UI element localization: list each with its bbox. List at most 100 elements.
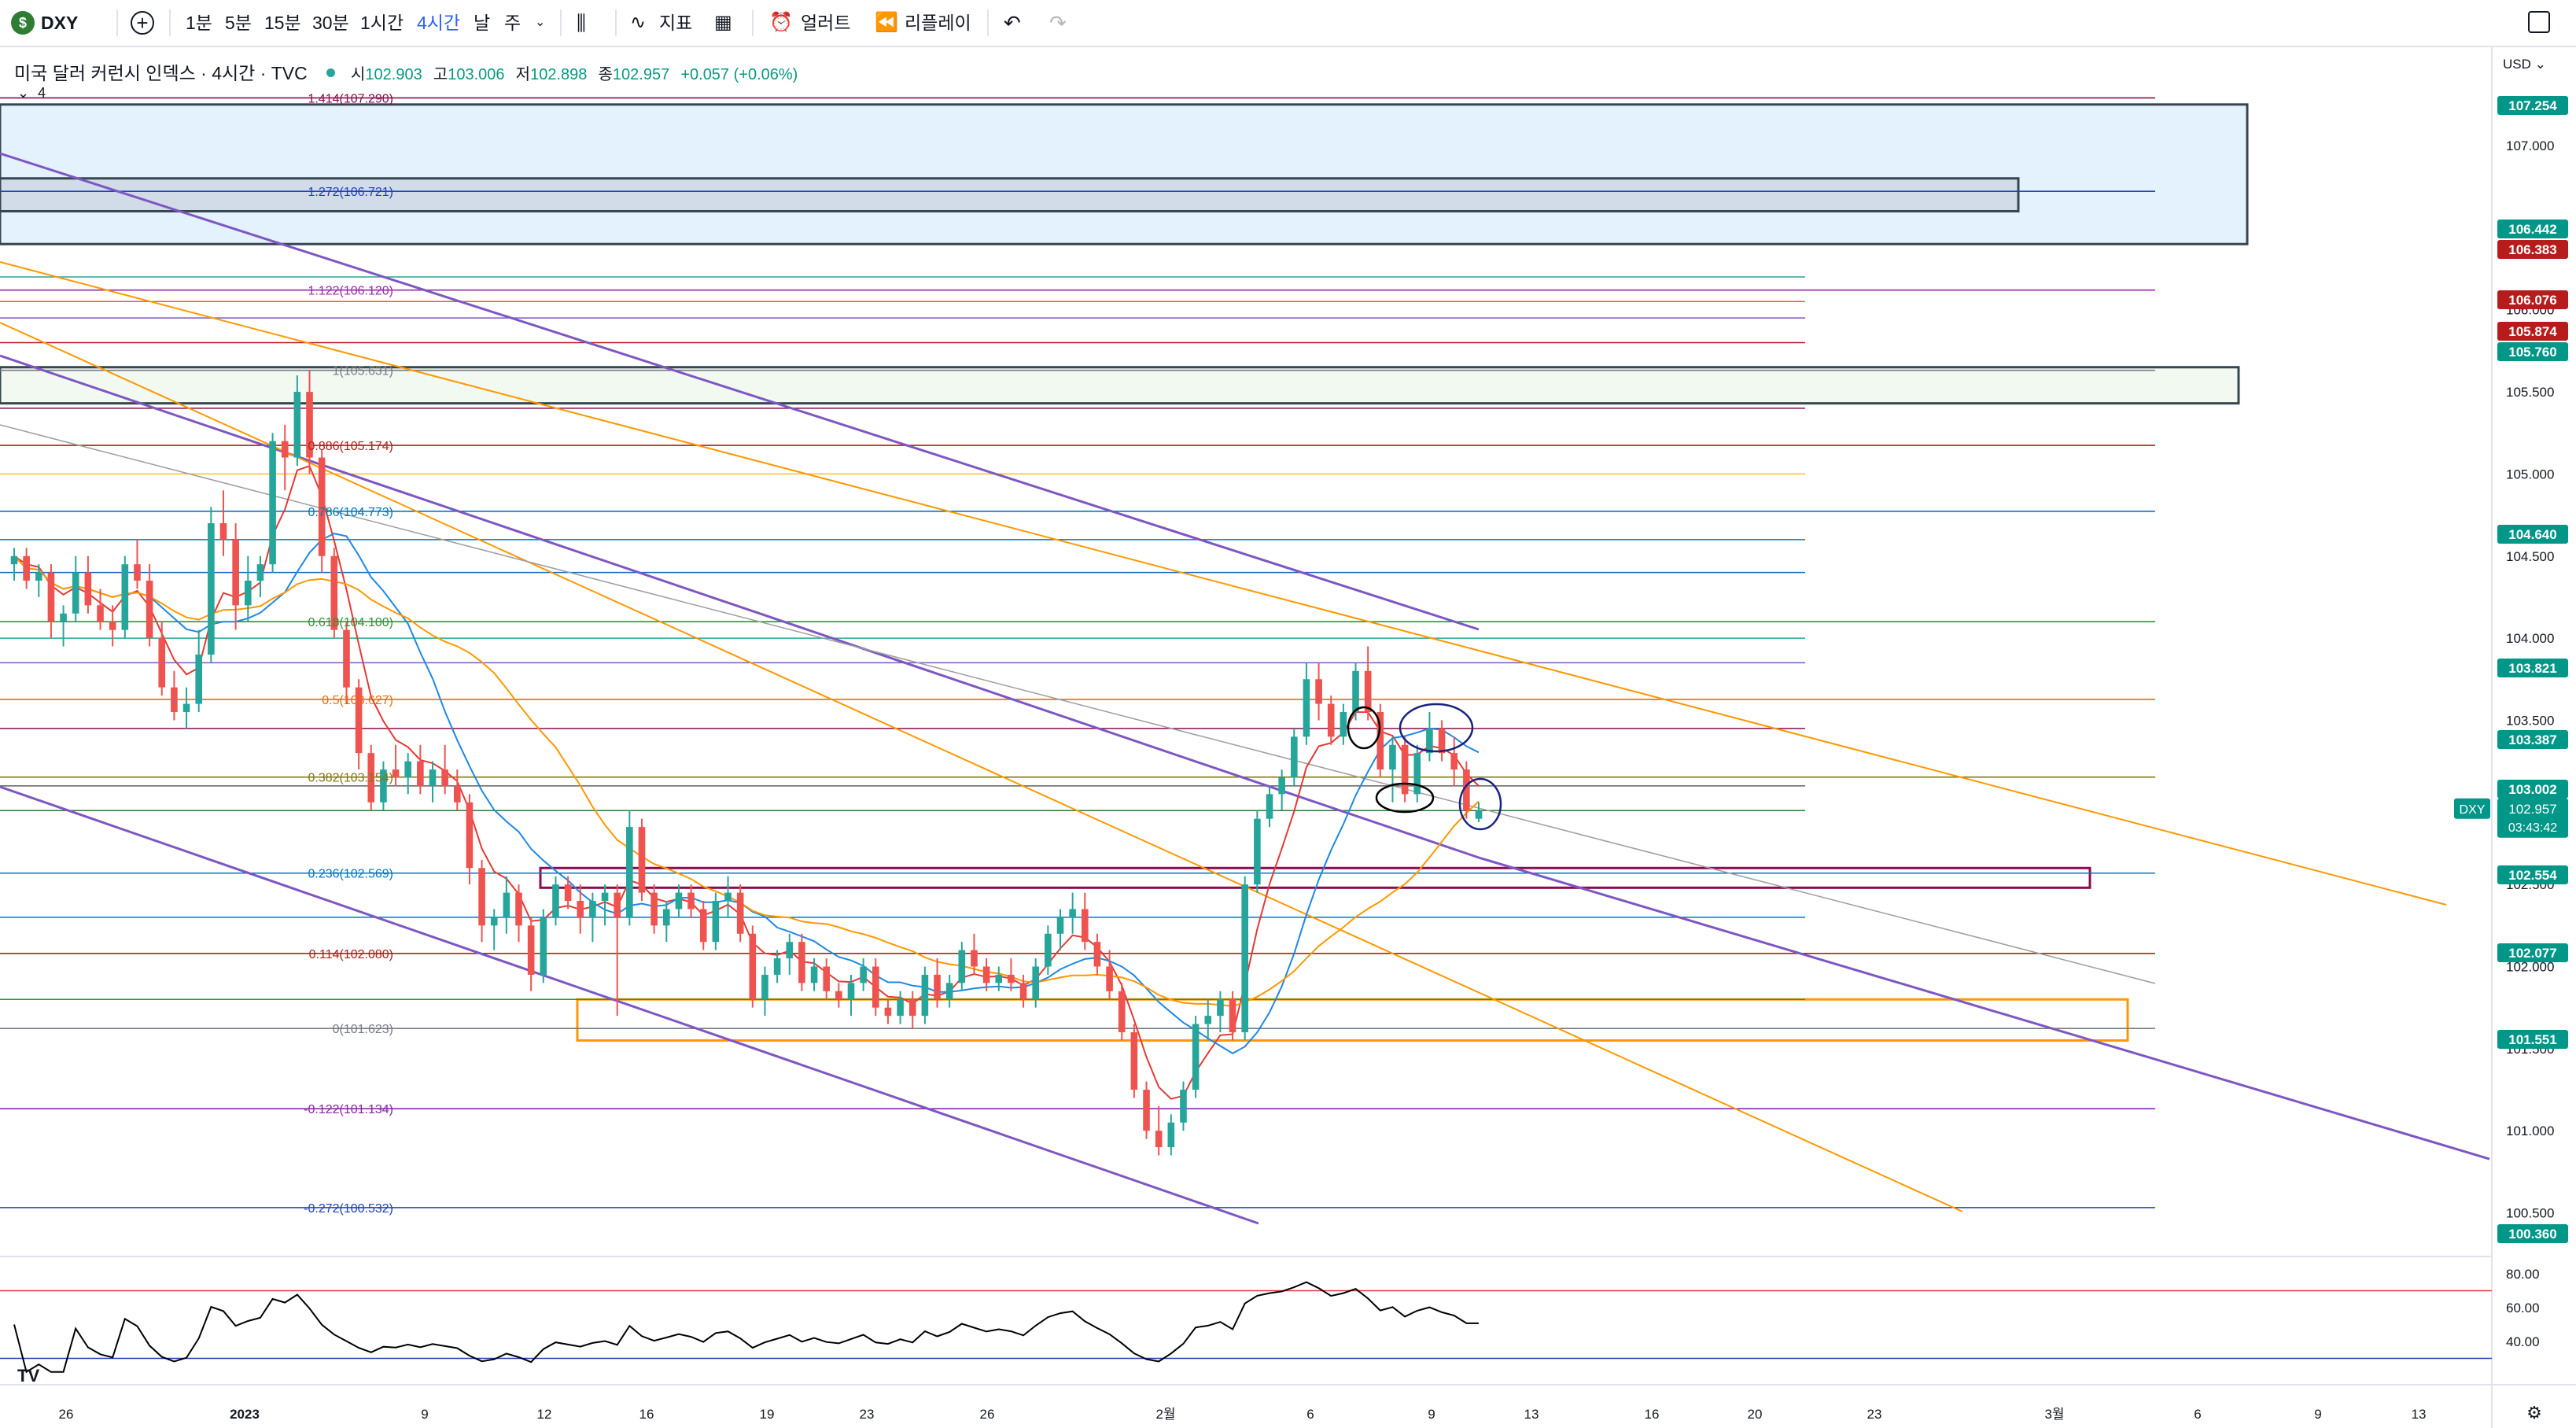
- candle-body: [429, 769, 437, 786]
- candle-body: [736, 892, 744, 934]
- settings-gear-icon: ⚙: [2526, 1404, 2542, 1423]
- price-badge: [2497, 1224, 2568, 1243]
- symbol-tag-label: DXY: [2460, 803, 2486, 817]
- legend-collapse[interactable]: ⌄ 4: [17, 85, 46, 101]
- candle-body: [343, 629, 350, 688]
- y-tick-label: 105.000: [2506, 467, 2554, 482]
- candle-body: [614, 892, 621, 917]
- y-tick-label: 101.000: [2506, 1124, 2554, 1138]
- candle-body: [540, 917, 547, 975]
- interval-15m[interactable]: 15분: [264, 13, 301, 33]
- candle-body: [1303, 679, 1310, 737]
- candle-body: [219, 523, 227, 540]
- candle-body: [712, 901, 720, 943]
- candle-body: [244, 581, 252, 606]
- symbol-name[interactable]: DXY: [41, 13, 79, 33]
- chart-canvas[interactable]: 1.414(107.290) 1.272(106.721) 1.122(106.12…: [0, 47, 2576, 1428]
- fib-label: 0(101.623): [333, 1023, 393, 1036]
- trendline: [1478, 856, 2490, 1160]
- x-tick-label: 20: [1748, 1407, 1763, 1422]
- indicators-button[interactable]: 지표: [659, 13, 693, 33]
- legend-change: +0.057 (+0.06%): [680, 66, 798, 83]
- legend-close: 102.957: [612, 66, 670, 83]
- alert-button[interactable]: 얼러트: [801, 13, 851, 33]
- replay-button[interactable]: 리플레이: [905, 13, 971, 33]
- x-tick-label: 16: [1645, 1407, 1660, 1422]
- rsi-tick-label: 60.00: [2506, 1301, 2540, 1315]
- alarm-icon[interactable]: ⏰: [769, 12, 793, 33]
- candle-body: [47, 572, 55, 622]
- candle-body: [182, 703, 190, 713]
- redo-icon[interactable]: ↷: [1049, 11, 1067, 35]
- y-tick-label: 103.500: [2506, 713, 2554, 728]
- candle-body: [72, 572, 79, 614]
- fullscreen-icon[interactable]: [2528, 11, 2550, 33]
- candle-body: [934, 974, 941, 1000]
- replay-icon[interactable]: ⏪: [875, 12, 898, 33]
- top-toolbar: $ DXY + 1분 5분 15분 30분 1시간 4시간 날 주 ⌄ ⫼ ∿ …: [0, 0, 2576, 47]
- maroon-box: [539, 866, 2091, 889]
- templates-icon[interactable]: ▦: [714, 12, 732, 33]
- candle-body: [687, 892, 695, 910]
- candle-body: [761, 974, 768, 1000]
- price-badge: [2497, 322, 2568, 341]
- indicators-icon[interactable]: ∿: [630, 12, 647, 33]
- annotation-marks: [1347, 703, 1502, 831]
- candle-body: [1081, 909, 1089, 943]
- indicator-count: 4: [38, 85, 46, 101]
- add-symbol-icon[interactable]: +: [131, 11, 154, 35]
- candle-body: [293, 392, 301, 458]
- price-axis: 107.000106.500106.000105.500105.000104.5…: [2454, 47, 2568, 1428]
- price-badge: [2497, 240, 2568, 259]
- candle-style-icon[interactable]: ⫼: [577, 11, 586, 35]
- candle-body: [1254, 818, 1261, 885]
- candle-body: [1315, 679, 1322, 704]
- x-tick-label: 16: [639, 1407, 654, 1422]
- trendline: [0, 424, 2156, 984]
- candle-body: [490, 917, 498, 926]
- fib-label: -0.122(101.134): [304, 1103, 393, 1116]
- x-tick-label: 9: [2314, 1407, 2321, 1422]
- interval-4h[interactable]: 4시간: [417, 13, 461, 33]
- candle-body: [1019, 983, 1027, 1000]
- interval-30m[interactable]: 30분: [312, 13, 349, 33]
- legend-high: 103.006: [448, 66, 505, 83]
- candle-body: [380, 769, 387, 803]
- candle-body: [134, 564, 141, 581]
- interval-5m[interactable]: 5분: [225, 13, 252, 33]
- price-badge: [2497, 730, 2568, 749]
- chevron-down-icon[interactable]: ⌄: [535, 16, 546, 29]
- candle-body: [908, 999, 916, 1017]
- fib-label: 1(105.631): [333, 365, 393, 378]
- candle-body: [171, 687, 178, 713]
- price-badge-label: 106.383: [2508, 242, 2556, 257]
- y-tick-label: 104.000: [2506, 631, 2554, 646]
- candle-body: [773, 958, 781, 975]
- candle-body: [1376, 712, 1384, 770]
- interval-1m[interactable]: 1분: [186, 13, 212, 33]
- price-badge-label: 107.254: [2508, 98, 2557, 113]
- interval-day[interactable]: 날: [474, 13, 491, 33]
- y-tick-label: 105.500: [2506, 385, 2554, 400]
- undo-icon[interactable]: ↶: [1004, 11, 1021, 35]
- annotation-ellipse: [1458, 777, 1502, 831]
- interval-1h[interactable]: 1시간: [360, 13, 404, 33]
- candle-body: [1069, 909, 1076, 917]
- candle-body: [392, 769, 400, 778]
- fib-labels: 1.414(107.290) 1.272(106.721) 1.122(106.12…: [304, 92, 393, 1215]
- candle-body: [552, 884, 559, 917]
- candle-body: [1180, 1090, 1187, 1123]
- x-tick-label: 12: [537, 1407, 552, 1422]
- annotation-ellipse: [1399, 703, 1474, 753]
- y-tick-label: 100.500: [2506, 1206, 2554, 1221]
- currency-label[interactable]: USD ⌄: [2503, 57, 2546, 72]
- x-tick-label: 3월: [2044, 1407, 2064, 1422]
- x-tick-label: 19: [760, 1407, 775, 1422]
- candle-body: [441, 769, 448, 786]
- last-price-badge: [2497, 798, 2568, 838]
- candle-body: [208, 523, 215, 655]
- candle-body: [982, 966, 990, 983]
- interval-week[interactable]: 주: [504, 13, 521, 33]
- candle-body: [1352, 670, 1359, 713]
- annotation-ellipse: [1375, 782, 1435, 814]
